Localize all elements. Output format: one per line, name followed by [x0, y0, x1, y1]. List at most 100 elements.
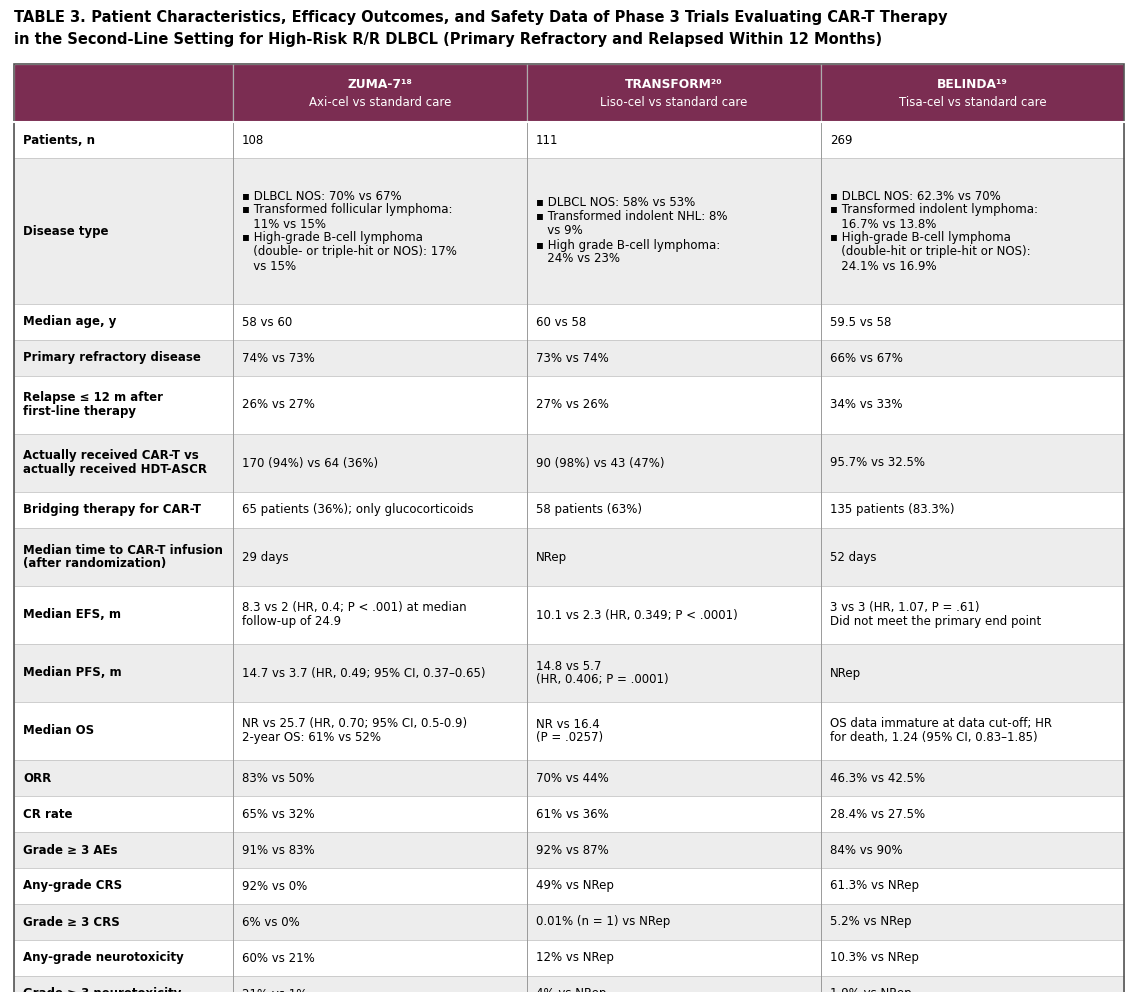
Text: 60% vs 21%: 60% vs 21% [241, 951, 314, 964]
Bar [14, 796, 232, 832]
Text: (double- or triple-hit or NOS): 17%: (double- or triple-hit or NOS): 17% [241, 245, 456, 259]
Bar [232, 868, 527, 904]
Text: Median EFS, m: Median EFS, m [23, 608, 121, 622]
Bar [232, 158, 527, 304]
Bar [820, 528, 1124, 586]
Bar [14, 340, 232, 376]
Text: 61.3% vs NRep: 61.3% vs NRep [830, 880, 920, 893]
Bar [14, 434, 232, 492]
Text: 73% vs 74%: 73% vs 74% [536, 351, 609, 364]
Bar [232, 528, 527, 586]
Bar [232, 122, 527, 158]
Text: 83% vs 50%: 83% vs 50% [241, 772, 314, 785]
Bar [820, 796, 1124, 832]
Text: 27% vs 26%: 27% vs 26% [536, 399, 609, 412]
Bar [14, 158, 232, 304]
Text: 10.1 vs 2.3 (HR, 0.349; P < .0001): 10.1 vs 2.3 (HR, 0.349; P < .0001) [536, 608, 737, 622]
Text: Did not meet the primary end point: Did not meet the primary end point [830, 615, 1041, 629]
Bar [820, 586, 1124, 644]
Bar [527, 586, 820, 644]
Text: ▪ Transformed indolent NHL: 8%: ▪ Transformed indolent NHL: 8% [536, 210, 727, 223]
Text: 95.7% vs 32.5%: 95.7% vs 32.5% [830, 456, 925, 469]
Text: Relapse ≤ 12 m after: Relapse ≤ 12 m after [23, 392, 163, 405]
Bar [820, 434, 1124, 492]
Text: 91% vs 83%: 91% vs 83% [241, 843, 314, 856]
Text: for death, 1.24 (95% CI, 0.83–1.85): for death, 1.24 (95% CI, 0.83–1.85) [830, 731, 1038, 745]
Bar [820, 122, 1124, 158]
Text: Liso-cel vs standard care: Liso-cel vs standard care [600, 95, 748, 108]
Bar [820, 940, 1124, 976]
Bar [527, 976, 820, 992]
Text: Median OS: Median OS [23, 724, 94, 737]
Text: ▪ DLBCL NOS: 70% vs 67%: ▪ DLBCL NOS: 70% vs 67% [241, 189, 402, 202]
Text: 58 vs 60: 58 vs 60 [241, 315, 292, 328]
Text: 6% vs 0%: 6% vs 0% [241, 916, 299, 929]
Text: (double-hit or triple-hit or NOS):: (double-hit or triple-hit or NOS): [830, 245, 1031, 259]
Text: 34% vs 33%: 34% vs 33% [830, 399, 902, 412]
Bar [232, 586, 527, 644]
Text: 61% vs 36%: 61% vs 36% [536, 807, 609, 820]
Text: 58 patients (63%): 58 patients (63%) [536, 504, 642, 517]
Text: NRep: NRep [536, 551, 567, 563]
Text: NRep: NRep [830, 667, 861, 680]
Bar [820, 702, 1124, 760]
Bar [232, 434, 527, 492]
Text: Grade ≥ 3 AEs: Grade ≥ 3 AEs [23, 843, 117, 856]
Bar [820, 868, 1124, 904]
Text: 269: 269 [830, 134, 852, 147]
Bar [232, 492, 527, 528]
Text: 4% vs NRep: 4% vs NRep [536, 987, 607, 992]
Text: NR vs 25.7 (HR, 0.70; 95% CI, 0.5-0.9): NR vs 25.7 (HR, 0.70; 95% CI, 0.5-0.9) [241, 717, 467, 730]
Bar [232, 304, 527, 340]
Bar [14, 868, 232, 904]
Text: 65% vs 32%: 65% vs 32% [241, 807, 314, 820]
Bar [14, 976, 232, 992]
Text: Median age, y: Median age, y [23, 315, 116, 328]
Text: OS data immature at data cut-off; HR: OS data immature at data cut-off; HR [830, 717, 1052, 730]
Bar [232, 702, 527, 760]
Text: 10.3% vs NRep: 10.3% vs NRep [830, 951, 918, 964]
Text: Median time to CAR-T infusion: Median time to CAR-T infusion [23, 544, 223, 557]
Bar [14, 492, 232, 528]
Bar [527, 528, 820, 586]
Text: Disease type: Disease type [23, 224, 108, 237]
Bar [14, 702, 232, 760]
Text: Patient Characteristics, Efficacy Outcomes, and Safety Data of Phase 3 Trials Ev: Patient Characteristics, Efficacy Outcom… [81, 10, 948, 25]
Bar [820, 340, 1124, 376]
Bar [14, 376, 232, 434]
Text: 170 (94%) vs 64 (36%): 170 (94%) vs 64 (36%) [241, 456, 378, 469]
Text: (HR, 0.406; P = .0001): (HR, 0.406; P = .0001) [536, 674, 668, 686]
Text: 90 (98%) vs 43 (47%): 90 (98%) vs 43 (47%) [536, 456, 665, 469]
Bar [14, 940, 232, 976]
Text: 8.3 vs 2 (HR, 0.4; P < .001) at median: 8.3 vs 2 (HR, 0.4; P < .001) at median [241, 601, 467, 614]
Text: ▪ DLBCL NOS: 62.3% vs 70%: ▪ DLBCL NOS: 62.3% vs 70% [830, 189, 1000, 202]
Text: 24.1% vs 16.9%: 24.1% vs 16.9% [830, 260, 937, 273]
Bar [527, 304, 820, 340]
Text: Tisa-cel vs standard care: Tisa-cel vs standard care [899, 95, 1046, 108]
Text: 14.8 vs 5.7: 14.8 vs 5.7 [536, 660, 601, 673]
Text: Bridging therapy for CAR-T: Bridging therapy for CAR-T [23, 504, 201, 517]
Bar [820, 376, 1124, 434]
Bar [527, 434, 820, 492]
Bar [14, 760, 232, 796]
Text: 74% vs 73%: 74% vs 73% [241, 351, 314, 364]
Text: Median PFS, m: Median PFS, m [23, 667, 122, 680]
Text: ▪ DLBCL NOS: 58% vs 53%: ▪ DLBCL NOS: 58% vs 53% [536, 196, 695, 209]
Bar [232, 976, 527, 992]
Bar [14, 586, 232, 644]
Bar [527, 904, 820, 940]
Text: 92% vs 0%: 92% vs 0% [241, 880, 307, 893]
Text: 92% vs 87%: 92% vs 87% [536, 843, 609, 856]
Bar [527, 64, 820, 122]
Bar [14, 122, 232, 158]
Text: 29 days: 29 days [241, 551, 288, 563]
Text: ▪ High-grade B-cell lymphoma: ▪ High-grade B-cell lymphoma [830, 231, 1011, 244]
Bar [820, 64, 1124, 122]
Bar [527, 702, 820, 760]
Text: BELINDA¹⁹: BELINDA¹⁹ [937, 77, 1008, 90]
Bar [820, 904, 1124, 940]
Text: 16.7% vs 13.8%: 16.7% vs 13.8% [830, 217, 937, 230]
Bar [232, 64, 527, 122]
Text: 108: 108 [241, 134, 264, 147]
Text: 70% vs 44%: 70% vs 44% [536, 772, 609, 785]
